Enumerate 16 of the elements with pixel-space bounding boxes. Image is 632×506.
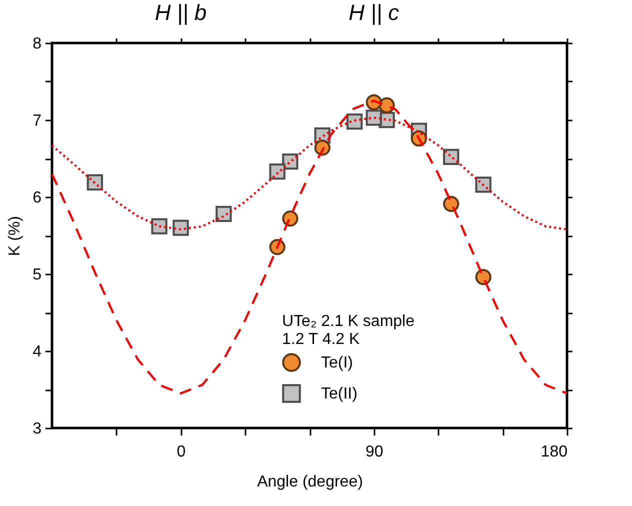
y-tick-label: 6 xyxy=(32,190,42,206)
legend-label: Te(II) xyxy=(321,386,358,402)
x-axis-title: Angle (degree) xyxy=(257,474,363,490)
y-tick-label: 4 xyxy=(32,344,42,360)
y-tick-label: 5 xyxy=(32,266,42,284)
y-tick-label: 7 xyxy=(32,112,42,130)
x-tick-label: 180 xyxy=(540,444,568,460)
y-tick-label: 8 xyxy=(32,36,42,52)
x-tick-label: 90 xyxy=(365,444,384,460)
annotation: H || c xyxy=(348,0,400,25)
annotation: H || b xyxy=(154,0,207,25)
y-tick-label: 3 xyxy=(32,420,42,438)
legend-title: UTe₂ 2.1 K sample 1.2 T 4.2 K xyxy=(282,313,415,348)
x-tick-label: 0 xyxy=(176,444,186,460)
y-axis-title: K (%) xyxy=(6,216,24,256)
legend-label: Te(I) xyxy=(321,354,353,372)
